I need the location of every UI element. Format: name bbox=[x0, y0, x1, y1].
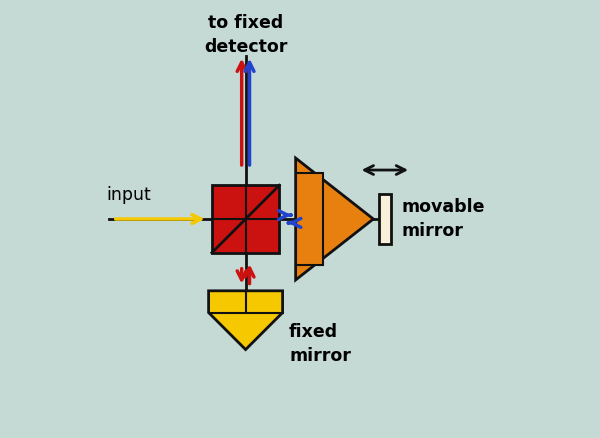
Bar bbox=[212, 185, 280, 253]
Bar bbox=[296, 173, 323, 265]
Text: movable
mirror: movable mirror bbox=[402, 198, 485, 240]
Text: to fixed
detector: to fixed detector bbox=[204, 14, 287, 56]
Text: fixed
mirror: fixed mirror bbox=[289, 323, 351, 365]
Bar bbox=[379, 194, 391, 244]
Polygon shape bbox=[209, 291, 283, 350]
Polygon shape bbox=[296, 158, 373, 280]
Text: input: input bbox=[106, 186, 151, 204]
